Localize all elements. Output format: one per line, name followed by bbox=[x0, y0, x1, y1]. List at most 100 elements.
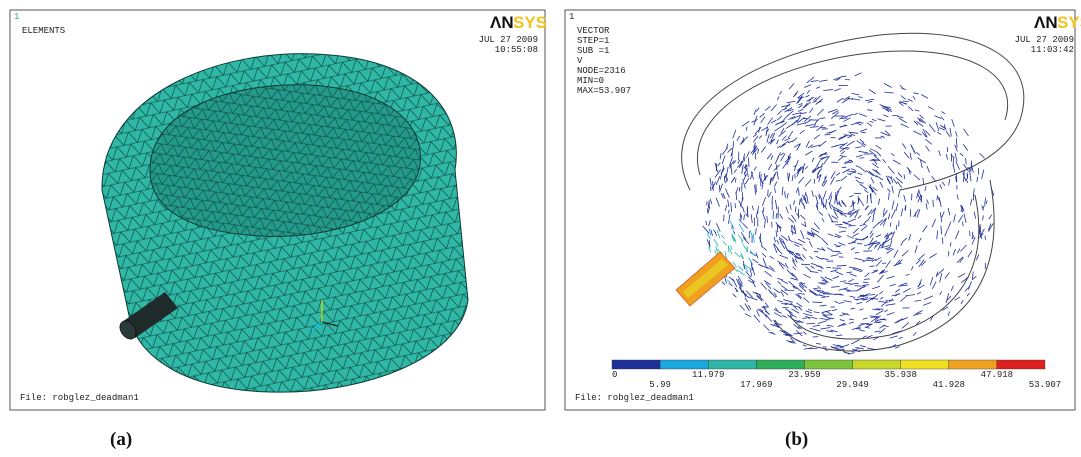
vector bbox=[984, 235, 987, 240]
vector bbox=[875, 175, 884, 181]
vector bbox=[971, 236, 976, 245]
vector bbox=[927, 106, 934, 111]
vector bbox=[743, 264, 752, 271]
vector bbox=[900, 295, 908, 302]
vector bbox=[941, 111, 946, 115]
vector bbox=[839, 319, 845, 322]
vector bbox=[838, 301, 845, 304]
vector bbox=[867, 100, 873, 103]
vector bbox=[709, 177, 712, 186]
vector bbox=[770, 331, 776, 335]
vector bbox=[786, 100, 796, 104]
vector bbox=[797, 326, 802, 330]
vector bbox=[835, 348, 845, 351]
vector bbox=[739, 285, 743, 293]
vector bbox=[856, 297, 865, 301]
vector bbox=[774, 125, 783, 132]
vector bbox=[809, 126, 819, 128]
vector bbox=[749, 250, 755, 256]
vector bbox=[839, 147, 849, 150]
vector bbox=[887, 213, 891, 220]
vector bbox=[811, 316, 818, 319]
vector bbox=[742, 236, 750, 245]
vector bbox=[815, 342, 821, 345]
vector bbox=[826, 292, 832, 295]
vector bbox=[917, 279, 922, 288]
vector bbox=[729, 156, 733, 166]
vector bbox=[835, 179, 841, 182]
vector bbox=[793, 165, 797, 171]
vector bbox=[860, 225, 868, 231]
vector bbox=[949, 127, 952, 137]
vector bbox=[804, 221, 807, 227]
vector bbox=[844, 159, 852, 163]
vector bbox=[749, 230, 753, 237]
vector bbox=[868, 185, 874, 193]
info-line: NODE=2316 bbox=[577, 66, 626, 76]
vector bbox=[801, 163, 806, 173]
vector bbox=[829, 124, 835, 126]
vector bbox=[915, 259, 921, 265]
vector bbox=[742, 244, 747, 250]
vector bbox=[744, 313, 752, 318]
vector bbox=[796, 168, 801, 177]
vector bbox=[855, 346, 864, 350]
vector bbox=[832, 209, 843, 214]
vector bbox=[979, 224, 982, 233]
vector bbox=[813, 134, 821, 140]
vector bbox=[722, 193, 726, 200]
vector bbox=[897, 262, 902, 265]
vector bbox=[823, 89, 833, 91]
vector bbox=[854, 257, 865, 261]
vector bbox=[741, 239, 743, 244]
vector bbox=[849, 133, 856, 137]
vector bbox=[846, 140, 855, 147]
vector bbox=[834, 233, 842, 238]
vector bbox=[869, 230, 873, 235]
vector bbox=[834, 194, 837, 204]
vector bbox=[705, 220, 708, 226]
vector bbox=[808, 97, 813, 102]
vector bbox=[792, 119, 799, 125]
vector bbox=[976, 254, 980, 261]
vector bbox=[715, 197, 720, 207]
vector bbox=[812, 324, 821, 327]
vector bbox=[784, 262, 789, 269]
vector bbox=[901, 317, 909, 321]
legend-swatch bbox=[948, 359, 998, 370]
vector bbox=[906, 166, 912, 173]
vector bbox=[822, 200, 825, 209]
vector bbox=[869, 232, 874, 239]
vector bbox=[804, 119, 812, 124]
vector bbox=[858, 150, 869, 154]
vector bbox=[948, 178, 951, 186]
vector bbox=[760, 146, 766, 153]
vector bbox=[808, 240, 813, 248]
vector bbox=[908, 234, 912, 241]
vector bbox=[751, 119, 758, 123]
vector bbox=[850, 121, 860, 126]
vector bbox=[962, 172, 967, 181]
vector bbox=[931, 281, 937, 290]
vector bbox=[856, 327, 861, 330]
legend-label: 17.969 bbox=[740, 380, 772, 390]
vector bbox=[879, 104, 889, 109]
vector bbox=[828, 213, 834, 223]
vector bbox=[886, 248, 895, 254]
vector bbox=[780, 289, 789, 296]
vector bbox=[866, 323, 873, 326]
vector bbox=[805, 140, 810, 148]
vector bbox=[896, 181, 903, 188]
vector bbox=[756, 294, 764, 301]
vector bbox=[787, 140, 795, 144]
vector bbox=[739, 160, 743, 165]
vector bbox=[828, 202, 832, 210]
vector bbox=[947, 207, 951, 216]
vector bbox=[818, 195, 821, 200]
vector bbox=[739, 304, 746, 311]
vector bbox=[853, 267, 863, 271]
vector bbox=[815, 204, 819, 211]
vector bbox=[800, 197, 803, 202]
vector bbox=[821, 247, 826, 252]
vector bbox=[835, 197, 839, 205]
